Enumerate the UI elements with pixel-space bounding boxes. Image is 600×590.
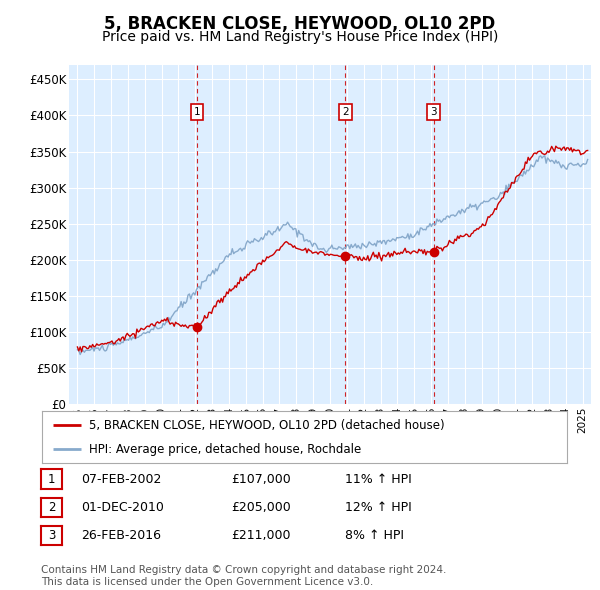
- Text: Contains HM Land Registry data © Crown copyright and database right 2024.
This d: Contains HM Land Registry data © Crown c…: [41, 565, 446, 587]
- Text: 2: 2: [342, 107, 349, 117]
- Text: £205,000: £205,000: [231, 501, 291, 514]
- Text: 01-DEC-2010: 01-DEC-2010: [81, 501, 164, 514]
- Text: 3: 3: [430, 107, 437, 117]
- Text: 26-FEB-2016: 26-FEB-2016: [81, 529, 161, 542]
- Text: 07-FEB-2002: 07-FEB-2002: [81, 473, 161, 486]
- Text: 12% ↑ HPI: 12% ↑ HPI: [345, 501, 412, 514]
- Text: 2: 2: [48, 501, 55, 514]
- Text: 5, BRACKEN CLOSE, HEYWOOD, OL10 2PD (detached house): 5, BRACKEN CLOSE, HEYWOOD, OL10 2PD (det…: [89, 419, 445, 432]
- Text: 1: 1: [48, 473, 55, 486]
- Text: 11% ↑ HPI: 11% ↑ HPI: [345, 473, 412, 486]
- Text: 1: 1: [194, 107, 200, 117]
- Text: HPI: Average price, detached house, Rochdale: HPI: Average price, detached house, Roch…: [89, 442, 361, 455]
- Text: 8% ↑ HPI: 8% ↑ HPI: [345, 529, 404, 542]
- Text: Price paid vs. HM Land Registry's House Price Index (HPI): Price paid vs. HM Land Registry's House …: [102, 30, 498, 44]
- Text: £107,000: £107,000: [231, 473, 291, 486]
- Text: 5, BRACKEN CLOSE, HEYWOOD, OL10 2PD: 5, BRACKEN CLOSE, HEYWOOD, OL10 2PD: [104, 15, 496, 33]
- Text: £211,000: £211,000: [231, 529, 290, 542]
- Text: 3: 3: [48, 529, 55, 542]
